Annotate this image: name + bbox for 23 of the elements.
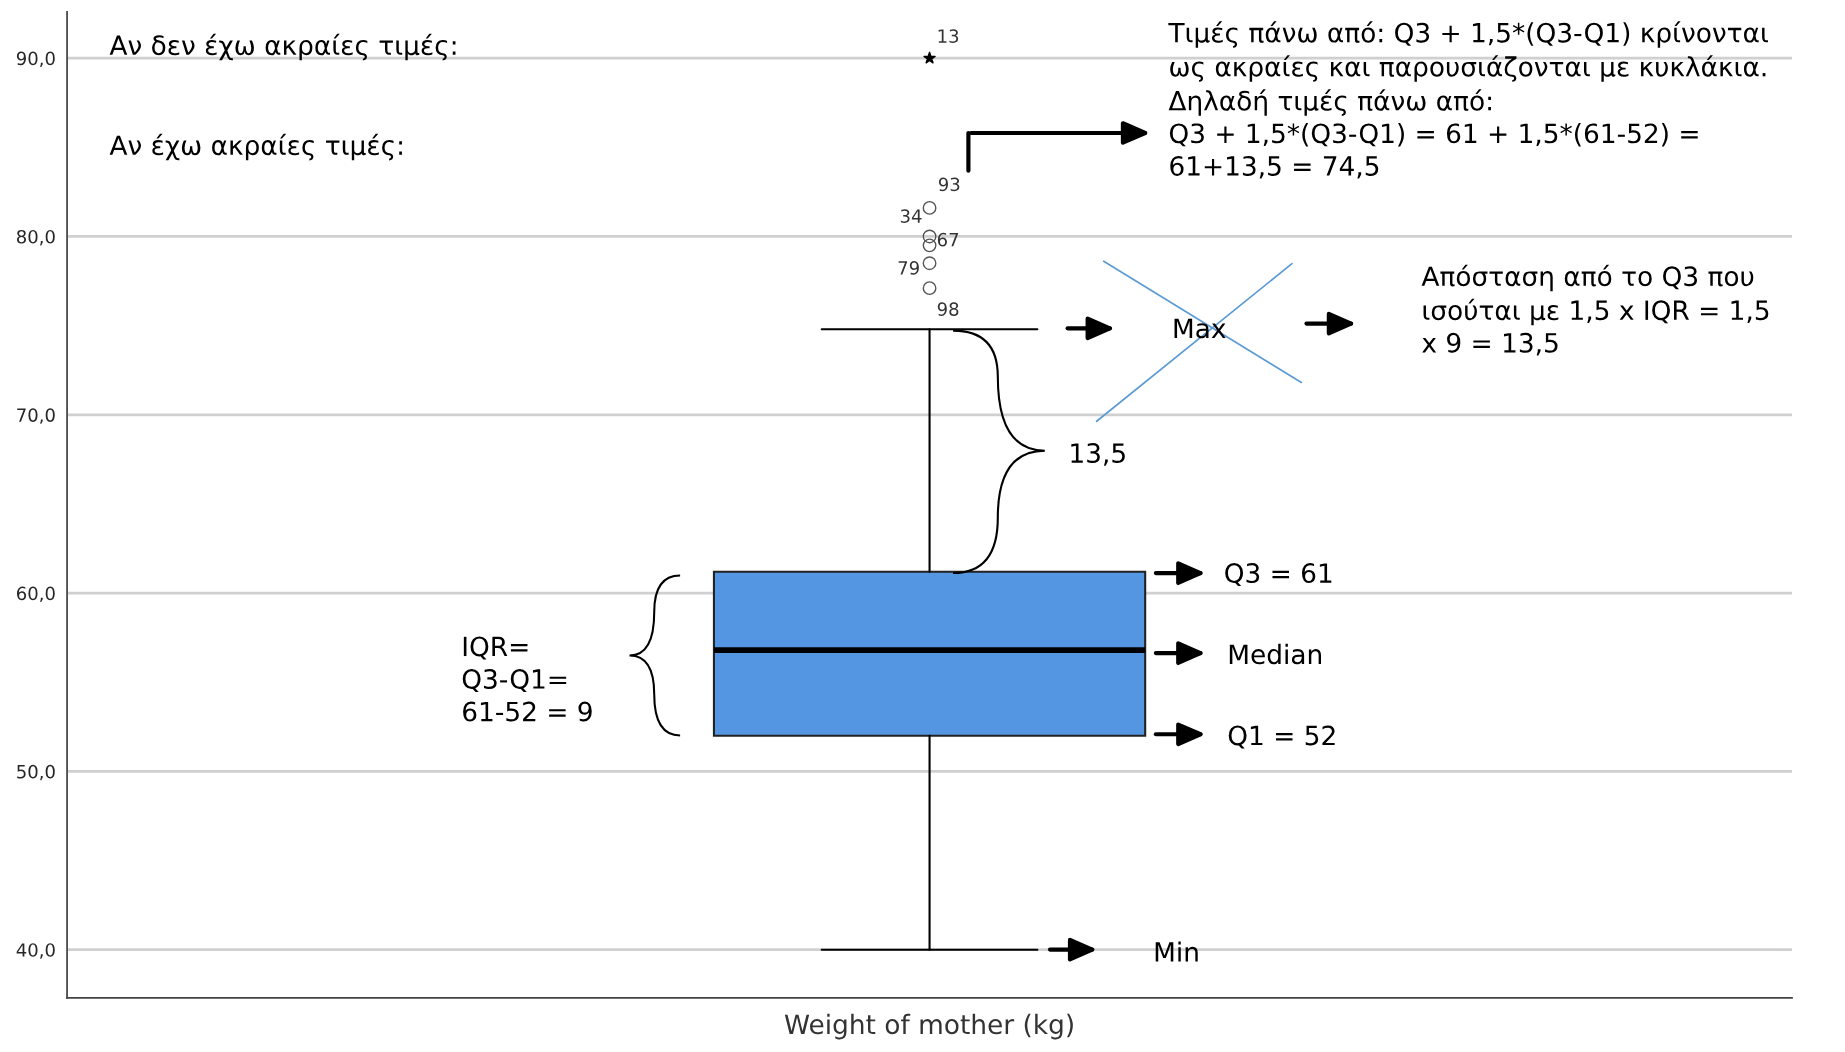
y-tick-label: 70,0 xyxy=(17,408,55,424)
annotation: Αν έχω ακραίες τιμές: xyxy=(109,133,402,161)
annotation: IQR= Q3-Q1= 61-52 = 9 xyxy=(462,636,592,722)
annotation: 79 xyxy=(898,261,919,275)
y-tick-label: 50,0 xyxy=(17,764,55,781)
annotation: 98 xyxy=(937,302,959,316)
annotation: 13 xyxy=(938,29,959,43)
annotation: Αν δεν έχω ακραίες τιμές: xyxy=(109,33,456,61)
y-tick-label: 60,0 xyxy=(17,586,55,603)
annotation: Τιμές πάνω από: Q3 + 1,5*(Q3-Q1) κρίνονται ως ακραίες και παρουσιάζονται με κυκλάκια. Δηλαδή τιμές πάνω από: Q3 + 1,5*(Q3-Q1) = 61 + 1,5*(61-52) = 61+13,5 = 74,5 xyxy=(1168,21,1768,179)
annotation: 34 xyxy=(900,209,922,223)
y-tick-label: 90,0 xyxy=(16,51,55,68)
annotation: 93 xyxy=(938,177,960,192)
annotation: Q3 = 61 xyxy=(1225,563,1332,587)
y-tick-label: 80,0 xyxy=(16,229,55,246)
annotation: Median xyxy=(1229,643,1321,665)
annotation: Min xyxy=(1155,941,1198,962)
annotation: Απόσταση από το Q3 που ισούται με 1,5 x IQR = 1,5 x 9 = 13,5 xyxy=(1421,264,1769,356)
y-tick-label: 40,0 xyxy=(16,943,55,959)
annotation: 13,5 xyxy=(1071,443,1125,466)
annotation: Q1 = 52 xyxy=(1228,725,1335,749)
annotation: 67 xyxy=(937,232,959,247)
x-axis-title: Weight of mother (kg) xyxy=(784,1013,1073,1040)
